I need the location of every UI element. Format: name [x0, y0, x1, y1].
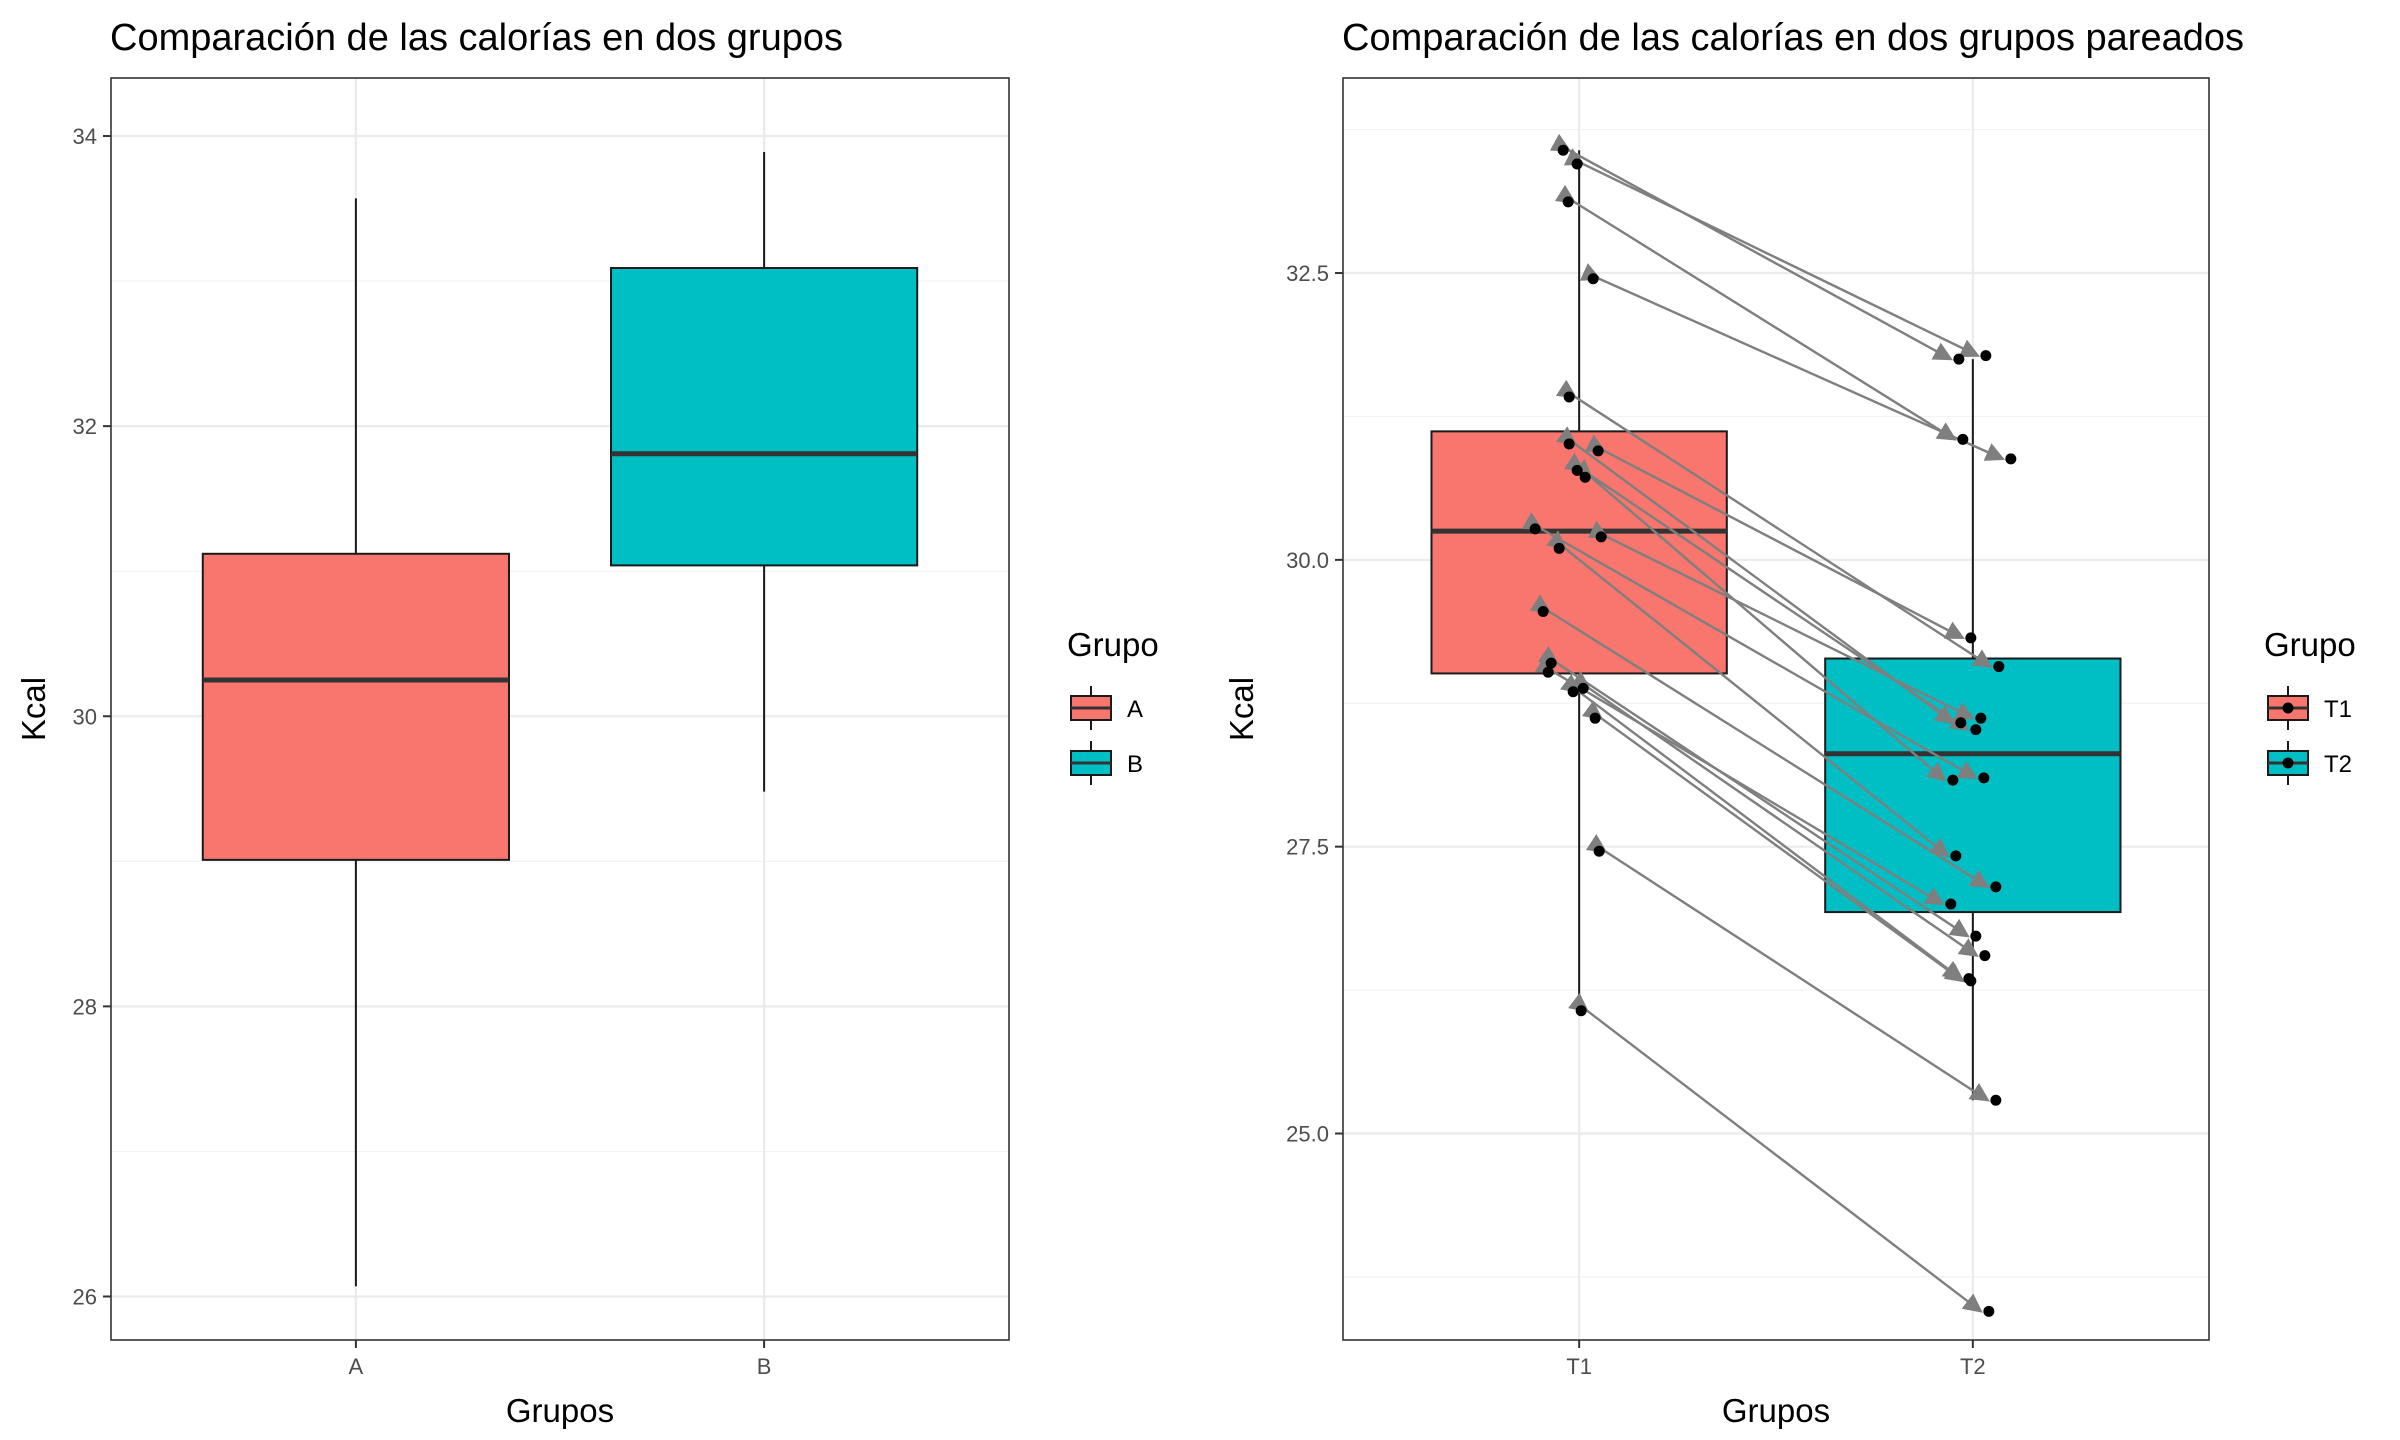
legend-item: B [1070, 741, 1143, 785]
legend: Grupo T1 T2 [2264, 626, 2356, 785]
data-point-t1 [1592, 445, 1604, 457]
data-point-t2 [1990, 881, 2002, 893]
data-point-t1 [1562, 196, 1574, 208]
legend-label: T1 [2324, 696, 2352, 723]
data-point-t1 [1567, 686, 1579, 698]
y-tick-label: 34 [73, 124, 97, 149]
y-tick-label: 32 [73, 414, 97, 439]
data-point-t2 [1965, 632, 1977, 644]
legend-title: Grupo [2264, 626, 2356, 663]
data-point-t1 [1542, 666, 1554, 678]
x-axis-title: Grupos [506, 1392, 614, 1429]
data-point-t2 [1979, 950, 1991, 962]
y-tick-label: 32.5 [1286, 261, 1329, 286]
data-point-t2 [1957, 433, 1969, 445]
legend-item: A [1070, 686, 1143, 730]
data-point-t1 [1553, 542, 1565, 554]
data-point-t1 [1557, 144, 1569, 156]
legend-item: T1 [2267, 686, 2352, 730]
data-point-t1 [1587, 273, 1599, 285]
y-tick-label: 28 [73, 994, 97, 1019]
data-point-t2 [1970, 724, 1982, 736]
data-point-t1 [1595, 531, 1607, 543]
data-point-t2 [1990, 1094, 2002, 1106]
box-body [610, 267, 919, 567]
y-tick-label: 27.5 [1286, 835, 1329, 860]
x-tick-label: A [349, 1354, 364, 1379]
y-tick-label: 26 [73, 1284, 97, 1309]
x-tick-label: T2 [1960, 1354, 1986, 1379]
data-point-t1 [1575, 1005, 1587, 1017]
box-A [201, 198, 510, 1287]
plot-panel-border [1342, 77, 2210, 1341]
data-point-t2 [1983, 1305, 1995, 1317]
data-point-t2 [1950, 850, 1962, 862]
data-point-t2 [1978, 772, 1990, 784]
data-point-t1 [1571, 464, 1583, 476]
data-point-t1 [1563, 438, 1575, 450]
data-point-t2 [1955, 717, 1967, 729]
data-point-t2 [1980, 350, 1992, 362]
x-tick-label: B [757, 1354, 772, 1379]
arrow-line [1567, 992, 1983, 1313]
chart-title: Comparación de las calorías en dos grupo… [110, 17, 843, 59]
data-point-t1 [1537, 605, 1549, 617]
data-point-t1 [1563, 391, 1575, 403]
plot-panel-border [110, 77, 1010, 1341]
data-point-t1 [1589, 712, 1601, 724]
legend-title: Grupo [1067, 626, 1159, 663]
data-point-t1 [1571, 158, 1583, 170]
legend-label: A [1127, 696, 1143, 723]
data-point-t2 [2005, 453, 2017, 465]
data-point-t2 [1975, 712, 1987, 724]
paired-arrow [1567, 992, 1983, 1313]
chart-paired: Comparación de las calorías en dos grupo… [1223, 17, 2356, 1429]
legend-item: T2 [2267, 741, 2352, 785]
chart-unpaired: Comparación de las calorías en dos grupo… [15, 17, 1159, 1429]
legend-label: B [1127, 751, 1143, 778]
legend-key-point [2282, 757, 2294, 769]
data-point-t1 [1579, 471, 1591, 483]
data-point-t2 [1993, 661, 2005, 673]
legend: Grupo A B [1067, 626, 1159, 785]
data-point-t1 [1577, 682, 1589, 694]
data-point-t2 [1947, 774, 1959, 786]
data-point-t2 [1970, 930, 1982, 942]
y-axis-title: Kcal [15, 677, 52, 741]
x-tick-label: T1 [1566, 1354, 1592, 1379]
data-point-t1 [1545, 657, 1557, 669]
data-point-t2 [1953, 353, 1965, 365]
data-point-t1 [1593, 845, 1605, 857]
x-axis-title: Grupos [1722, 1392, 1830, 1429]
y-axis-title: Kcal [1223, 677, 1260, 741]
legend-label: T2 [2324, 751, 2352, 778]
y-tick-label: 30 [73, 704, 97, 729]
box-B [610, 151, 919, 792]
box-body [1824, 657, 2122, 914]
data-point-t1 [1529, 523, 1541, 535]
y-tick-label: 30.0 [1286, 548, 1329, 573]
data-point-t2 [1945, 898, 1957, 910]
chart-title: Comparación de las calorías en dos grupo… [1342, 17, 2244, 59]
data-point-t2 [1963, 973, 1975, 985]
legend-key-point [2282, 702, 2294, 714]
y-tick-label: 25.0 [1286, 1121, 1329, 1146]
box-body [201, 552, 510, 861]
